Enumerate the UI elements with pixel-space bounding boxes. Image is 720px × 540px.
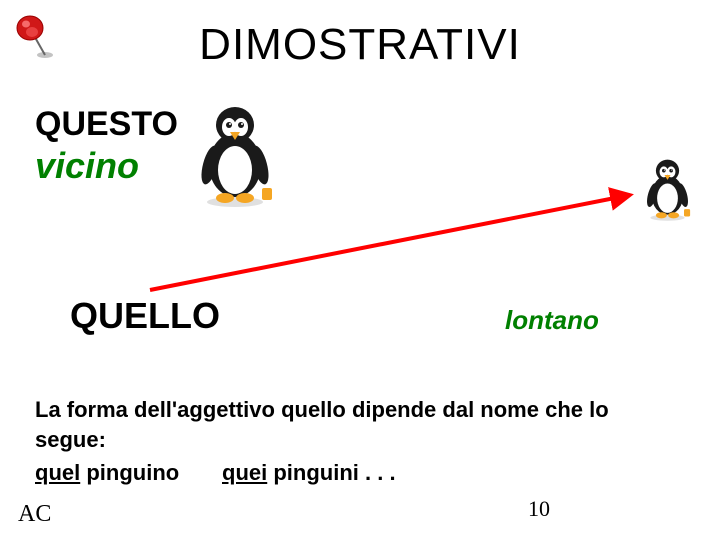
ex2-rest: pinguini . . . <box>267 460 395 485</box>
penguin-near-icon <box>190 100 280 210</box>
label-vicino: vicino <box>35 145 139 187</box>
page-number: 10 <box>528 496 550 522</box>
label-quello: QUELLO <box>70 295 220 337</box>
ex2-underline: quei <box>222 460 267 485</box>
penguin-far-icon <box>640 155 695 223</box>
slide-title: DIMOSTRATIVI <box>0 20 720 70</box>
arrow-icon <box>0 0 720 540</box>
para-bold: quello <box>281 397 346 422</box>
ex1-underline: quel <box>35 460 80 485</box>
para-pre: La forma dell'aggettivo <box>35 397 281 422</box>
slide: { "title": "DIMOSTRATIVI", "questo": "QU… <box>0 0 720 540</box>
footer-initials: AC <box>18 501 51 528</box>
label-lontano: lontano <box>505 305 599 336</box>
ex1-rest: pinguino <box>80 460 179 485</box>
explanation-text: La forma dell'aggettivo quello dipende d… <box>35 395 685 454</box>
examples-line: quel pinguino quei pinguini . . . <box>35 460 685 486</box>
label-questo: QUESTO <box>35 105 178 144</box>
